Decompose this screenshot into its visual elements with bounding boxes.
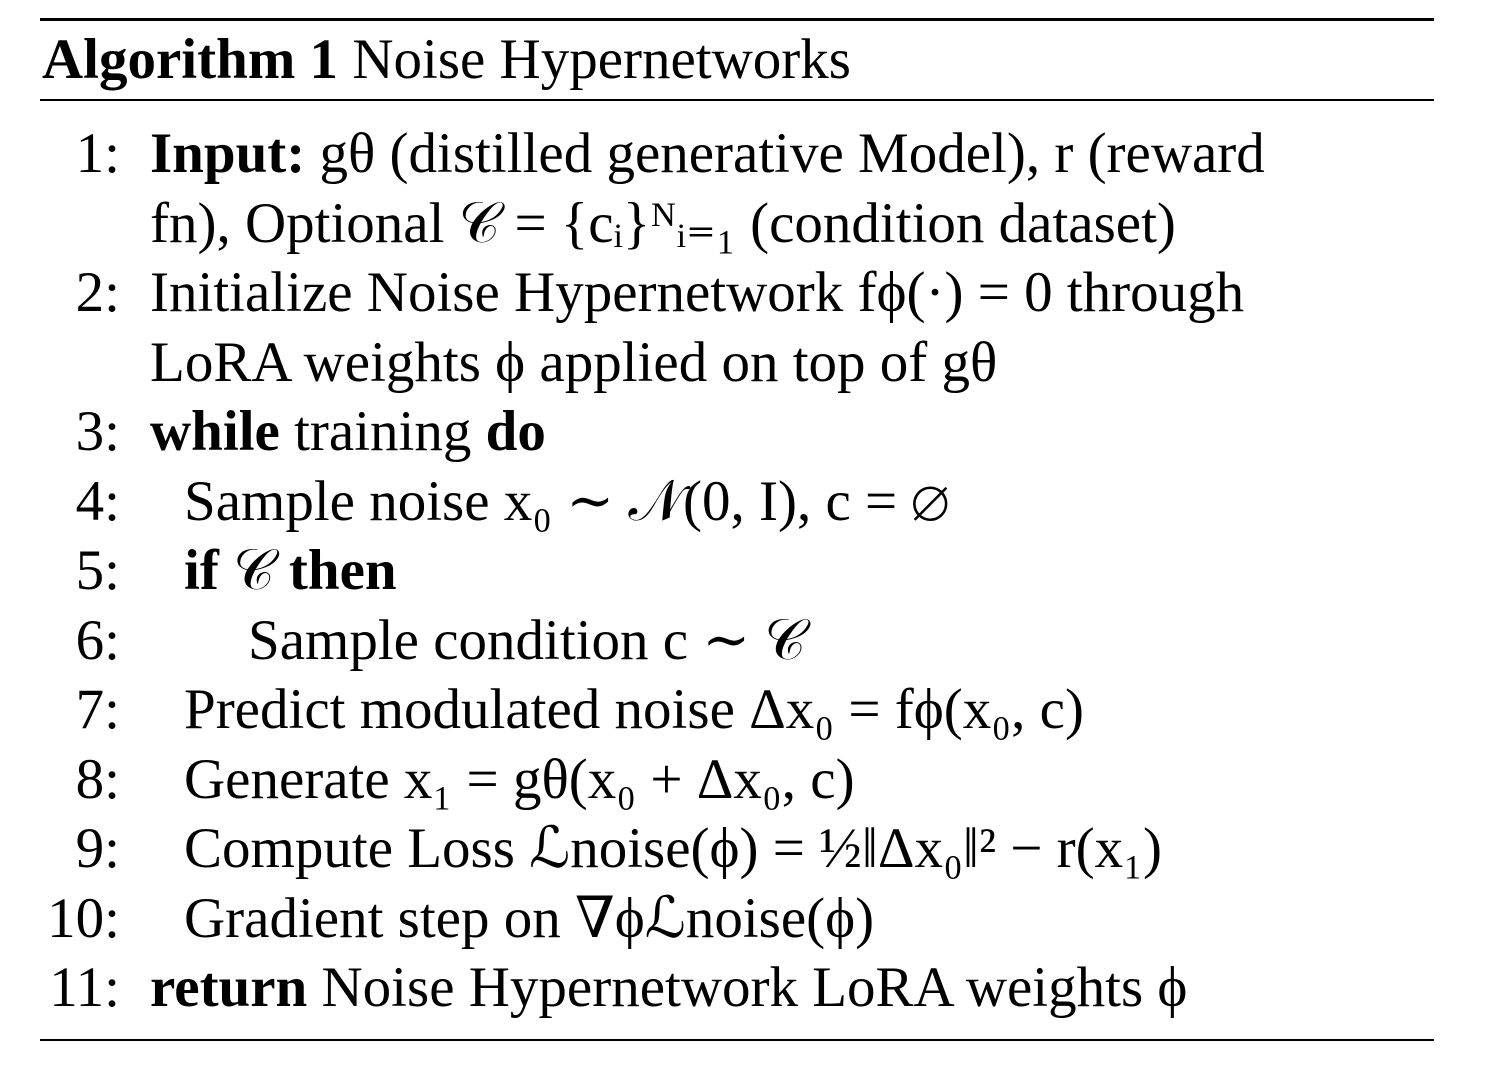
keyword-return: return: [150, 956, 308, 1019]
line-content: while training do: [120, 397, 1434, 467]
algorithm-box: Algorithm 1 Noise Hypernetworks 1: Input…: [40, 18, 1434, 1041]
algorithm-label: Algorithm 1: [42, 28, 339, 91]
line-number: [40, 328, 120, 398]
line-content: Initialize Noise Hypernetwork fϕ(·) = 0 …: [120, 258, 1434, 328]
line-number: 1:: [75, 122, 120, 185]
line-text: Initialize Noise Hypernetwork fϕ(·) = 0 …: [150, 261, 1245, 324]
line-content: return Noise Hypernetwork LoRA weights ϕ: [120, 953, 1434, 1023]
line-content: if 𝒞 then: [120, 536, 1468, 606]
line-number: 3:: [75, 400, 120, 463]
line-text: gθ (distilled generative Model), r (rewa…: [305, 122, 1265, 185]
keyword-then: then: [288, 539, 397, 602]
line-number: 5:: [75, 539, 120, 602]
line-text: LoRA weights ϕ applied on top of gθ: [150, 330, 998, 394]
line-content: Sample noise x₀ ∼ 𝒩(0, I), c = ∅: [120, 467, 1468, 537]
line-text: Gradient step on ∇ϕℒnoise(ϕ): [184, 886, 875, 950]
line-text: Noise Hypernetwork LoRA weights ϕ: [307, 956, 1188, 1019]
line-content: fn), Optional 𝒞 = {cᵢ}ᴺᵢ₌₁ (condition da…: [120, 189, 1434, 259]
line-content: LoRA weights ϕ applied on top of gθ: [120, 328, 1434, 398]
algorithm-line-9: 9: Compute Loss ℒnoise(ϕ) = ½‖Δx₀‖² − r(…: [40, 814, 1434, 884]
keyword-do: do: [485, 400, 546, 463]
line-content: Gradient step on ∇ϕℒnoise(ϕ): [120, 884, 1468, 954]
line-number: 4:: [75, 469, 120, 533]
line-content: Input: gθ (distilled generative Model), …: [120, 119, 1434, 189]
line-content: Sample condition c ∼ 𝒞: [120, 606, 1488, 676]
algorithm-line-6: 6: Sample condition c ∼ 𝒞: [40, 606, 1434, 676]
keyword-if: if: [184, 539, 219, 602]
line-text: training: [279, 400, 486, 463]
algorithm-title: Noise Hypernetworks: [352, 28, 851, 91]
keyword-input: Input:: [150, 122, 306, 185]
line-text: Compute Loss ℒnoise(ϕ) = ½‖Δx₀‖² − r(x₁): [184, 817, 1162, 880]
line-number: 2:: [75, 261, 120, 324]
line-number: 6:: [75, 608, 120, 672]
line-text: Sample noise x₀ ∼ 𝒩(0, I), c = ∅: [184, 469, 950, 533]
algorithm-caption: Algorithm 1 Noise Hypernetworks: [40, 21, 1434, 99]
line-content: Generate x₁ = gθ(x₀ + Δx₀, c): [120, 745, 1468, 815]
algorithm-line-11: 11: return Noise Hypernetwork LoRA weigh…: [40, 953, 1434, 1023]
algorithm-line-5: 5: if 𝒞 then: [40, 536, 1434, 606]
algorithm-line-1-cont: fn), Optional 𝒞 = {cᵢ}ᴺᵢ₌₁ (condition da…: [40, 189, 1434, 259]
line-text: Generate x₁ = gθ(x₀ + Δx₀, c): [184, 747, 855, 811]
line-text: 𝒞: [218, 539, 289, 602]
algorithm-line-2-cont: LoRA weights ϕ applied on top of gθ: [40, 328, 1434, 398]
line-text: Predict modulated noise Δx₀ = fϕ(x₀, c): [184, 678, 1084, 741]
line-number: 8:: [75, 747, 120, 811]
line-number: 10:: [47, 886, 120, 950]
caption-rule: [40, 99, 1434, 101]
top-rule: [40, 18, 1434, 21]
algorithm-line-8: 8: Generate x₁ = gθ(x₀ + Δx₀, c): [40, 745, 1434, 815]
line-text: fn), Optional 𝒞 = {cᵢ}ᴺᵢ₌₁ (condition da…: [150, 191, 1176, 255]
line-content: Compute Loss ℒnoise(ϕ) = ½‖Δx₀‖² − r(x₁): [120, 814, 1468, 884]
algorithm-line-4: 4: Sample noise x₀ ∼ 𝒩(0, I), c = ∅: [40, 467, 1434, 537]
line-number: 9:: [75, 817, 120, 880]
line-number: [40, 189, 120, 259]
bottom-rule: [40, 1038, 1434, 1041]
line-number: 7:: [75, 678, 120, 741]
algorithm-line-1: 1: Input: gθ (distilled generative Model…: [40, 119, 1434, 189]
line-text: Sample condition c ∼ 𝒞: [248, 608, 806, 672]
line-content: Predict modulated noise Δx₀ = fϕ(x₀, c): [120, 675, 1468, 745]
algorithm-line-3: 3: while training do: [40, 397, 1434, 467]
keyword-while: while: [150, 400, 280, 463]
line-number: 11:: [49, 956, 120, 1019]
algorithm-line-7: 7: Predict modulated noise Δx₀ = fϕ(x₀, …: [40, 675, 1434, 745]
algorithm-body: 1: Input: gθ (distilled generative Model…: [40, 119, 1434, 1023]
algorithm-line-10: 10: Gradient step on ∇ϕℒnoise(ϕ): [40, 884, 1434, 954]
algorithm-line-2: 2: Initialize Noise Hypernetwork fϕ(·) =…: [40, 258, 1434, 328]
